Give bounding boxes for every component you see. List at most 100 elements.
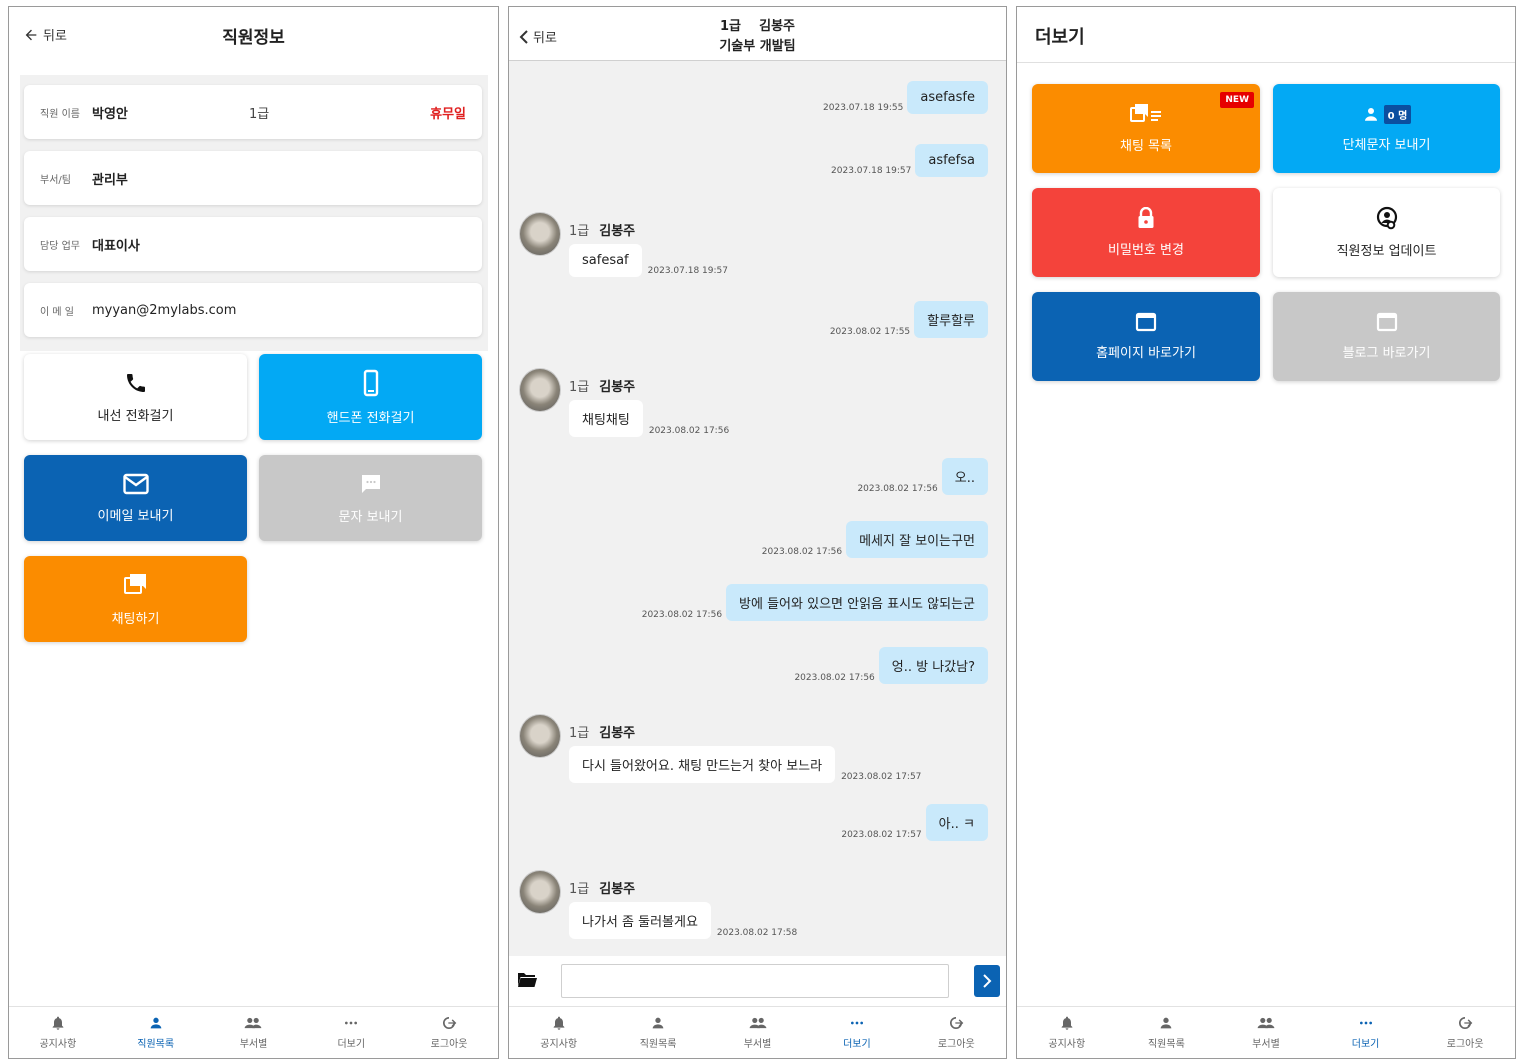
tab-label: 더보기 [843, 1039, 871, 1050]
tab-label: 직원목록 [1147, 1039, 1185, 1050]
back-button[interactable]: 뒤로 [23, 25, 67, 44]
person-icon [1364, 108, 1377, 121]
change-password-button[interactable]: 비밀번호 변경 [1032, 188, 1260, 277]
tab-logout[interactable]: 로그아웃 [400, 1007, 498, 1058]
tab-employees[interactable]: 직원목록 [1117, 1007, 1217, 1058]
tab-more[interactable]: 더보기 [1316, 1007, 1416, 1058]
tab-departments[interactable]: 부서별 [1216, 1007, 1316, 1058]
tab-logout[interactable]: 로그아웃 [1415, 1007, 1515, 1058]
group-sms-button[interactable]: 0 명 단체문자 보내기 [1273, 84, 1500, 173]
tab-label: 공지사항 [1048, 1039, 1086, 1050]
tab-notice[interactable]: 공지사항 [509, 1007, 608, 1058]
back-label: 뒤로 [43, 29, 67, 44]
send-sms-button[interactable]: 문자 보내기 [259, 455, 482, 541]
avatar [519, 714, 561, 758]
tab-label: 부서별 [239, 1039, 268, 1050]
tab-label: 더보기 [1351, 1039, 1380, 1050]
message-time: 2023.07.18 19:55 [823, 103, 904, 113]
window-icon [1135, 312, 1157, 332]
message-bubble: asefasfe [907, 81, 988, 114]
bottom-tab-bar: 공지사항 직원목록 부서별 더보기 로그아웃 [9, 1006, 498, 1058]
chat-list-button[interactable]: NEW 채팅 목록 [1032, 84, 1260, 173]
message-mine: 2023.08.02 17:56 오.. [857, 458, 988, 495]
sender-name: 1급 김봉주 [569, 224, 636, 239]
person-icon [652, 1017, 664, 1029]
message-bubble: 채팅채팅 [569, 400, 643, 437]
tab-label: 부서별 [743, 1039, 772, 1050]
message-mine: 2023.07.18 19:57 asfefsa [831, 144, 988, 177]
logout-icon [950, 1017, 964, 1029]
message-time: 2023.08.02 17:58 [716, 928, 798, 938]
message-time: 2023.08.02 17:57 [841, 830, 922, 840]
logout-icon [443, 1017, 457, 1029]
tab-label: 직원목록 [137, 1039, 175, 1050]
person-icon [150, 1017, 162, 1029]
start-chat-button[interactable]: 채팅하기 [24, 556, 247, 642]
message-time: 2023.08.02 17:56 [794, 673, 875, 683]
message-bubble: 메세지 잘 보이는구먼 [846, 521, 988, 558]
sender-name: 1급 김봉주 [569, 380, 636, 395]
message-bubble: asfefsa [915, 144, 988, 177]
chevron-right-icon [983, 974, 992, 988]
tab-label: 로그아웃 [1446, 1039, 1484, 1050]
page-title: 직원정보 [222, 28, 285, 48]
send-button[interactable] [974, 965, 1000, 997]
page-title: 더보기 [1035, 27, 1085, 48]
tab-departments[interactable]: 부서별 [205, 1007, 303, 1058]
tab-employees[interactable]: 직원목록 [608, 1007, 707, 1058]
group-icon [1257, 1017, 1275, 1029]
more-screen: 더보기 NEW 채팅 목록 0 명 단체문자 보내기 비밀번호 변경 직원정보 … [1016, 6, 1516, 1059]
message-time: 2023.08.02 17:56 [761, 547, 843, 557]
smartphone-icon [363, 369, 378, 396]
blog-button[interactable]: 블로그 바로가기 [1273, 292, 1500, 381]
button-label: 채팅하기 [111, 611, 160, 627]
extension-call-button[interactable]: 내선 전화걸기 [24, 354, 247, 440]
message-list: 2023.07.18 19:55 asefasfe 2023.07.18 19:… [509, 61, 1006, 956]
header: 뒤로 직원정보 [9, 7, 498, 63]
status-badge: 휴무일 [430, 106, 466, 122]
message-bubble: 할루할루 [914, 301, 988, 338]
tab-departments[interactable]: 부서별 [708, 1007, 807, 1058]
send-email-button[interactable]: 이메일 보내기 [24, 455, 247, 541]
lock-icon [1138, 207, 1154, 228]
tab-more[interactable]: 더보기 [302, 1007, 400, 1058]
message-input[interactable] [561, 964, 949, 998]
back-label: 뒤로 [533, 31, 557, 46]
button-label: 문자 보내기 [338, 509, 403, 525]
mobile-call-button[interactable]: 핸드폰 전화걸기 [259, 354, 482, 440]
message-time: 2023.08.02 17:55 [829, 327, 911, 337]
message-icon [361, 474, 380, 493]
envelope-icon [122, 473, 149, 494]
more-dots-icon [850, 1021, 863, 1025]
tab-label: 더보기 [337, 1039, 366, 1050]
grade-text: 1급 [249, 106, 270, 122]
update-info-button[interactable]: 직원정보 업데이트 [1273, 188, 1500, 277]
info-label: 이 메 일 [40, 306, 74, 318]
person-icon [1161, 1017, 1172, 1029]
tab-notice[interactable]: 공지사항 [9, 1007, 107, 1058]
tab-logout[interactable]: 로그아웃 [907, 1007, 1006, 1058]
info-row-email: 이 메 일 myyan@2mylabs.com [24, 283, 482, 337]
message-time: 2023.08.02 17:56 [648, 426, 730, 436]
info-label: 부서/팀 [40, 174, 71, 186]
homepage-button[interactable]: 홈페이지 바로가기 [1032, 292, 1260, 381]
folder-icon[interactable] [517, 971, 537, 988]
message-time: 2023.07.18 19:57 [647, 266, 728, 276]
message-bubble: 다시 들어왔어요. 채팅 만드는거 찾아 보느라 [569, 746, 836, 783]
tab-more[interactable]: 더보기 [807, 1007, 906, 1058]
message-bubble: 방에 들어와 있으면 안읽음 표시도 않되는군 [726, 584, 988, 621]
info-value: 대표이사 [92, 238, 140, 254]
tab-label: 부서별 [1252, 1039, 1280, 1050]
employee-info-screen: 뒤로 직원정보 직원 이름 박영안 1급 휴무일 부서/팀 관리부 담당 업무 … [8, 6, 499, 1059]
tab-label: 로그아웃 [430, 1039, 468, 1050]
button-label: 직원정보 업데이트 [1336, 244, 1437, 259]
message-mine: 2023.08.02 17:56 엉.. 방 나갔남? [794, 647, 988, 684]
button-label: 비밀번호 변경 [1108, 243, 1184, 258]
message-mine: 2023.08.02 17:55 할루할루 [830, 301, 988, 338]
message-bubble: 오.. [941, 458, 988, 495]
chat-input-bar [509, 956, 1006, 1006]
tab-employees[interactable]: 직원목록 [107, 1007, 205, 1058]
tab-notice[interactable]: 공지사항 [1017, 1007, 1117, 1058]
back-button[interactable]: 뒤로 [519, 27, 557, 46]
tab-label: 공지사항 [39, 1039, 77, 1050]
